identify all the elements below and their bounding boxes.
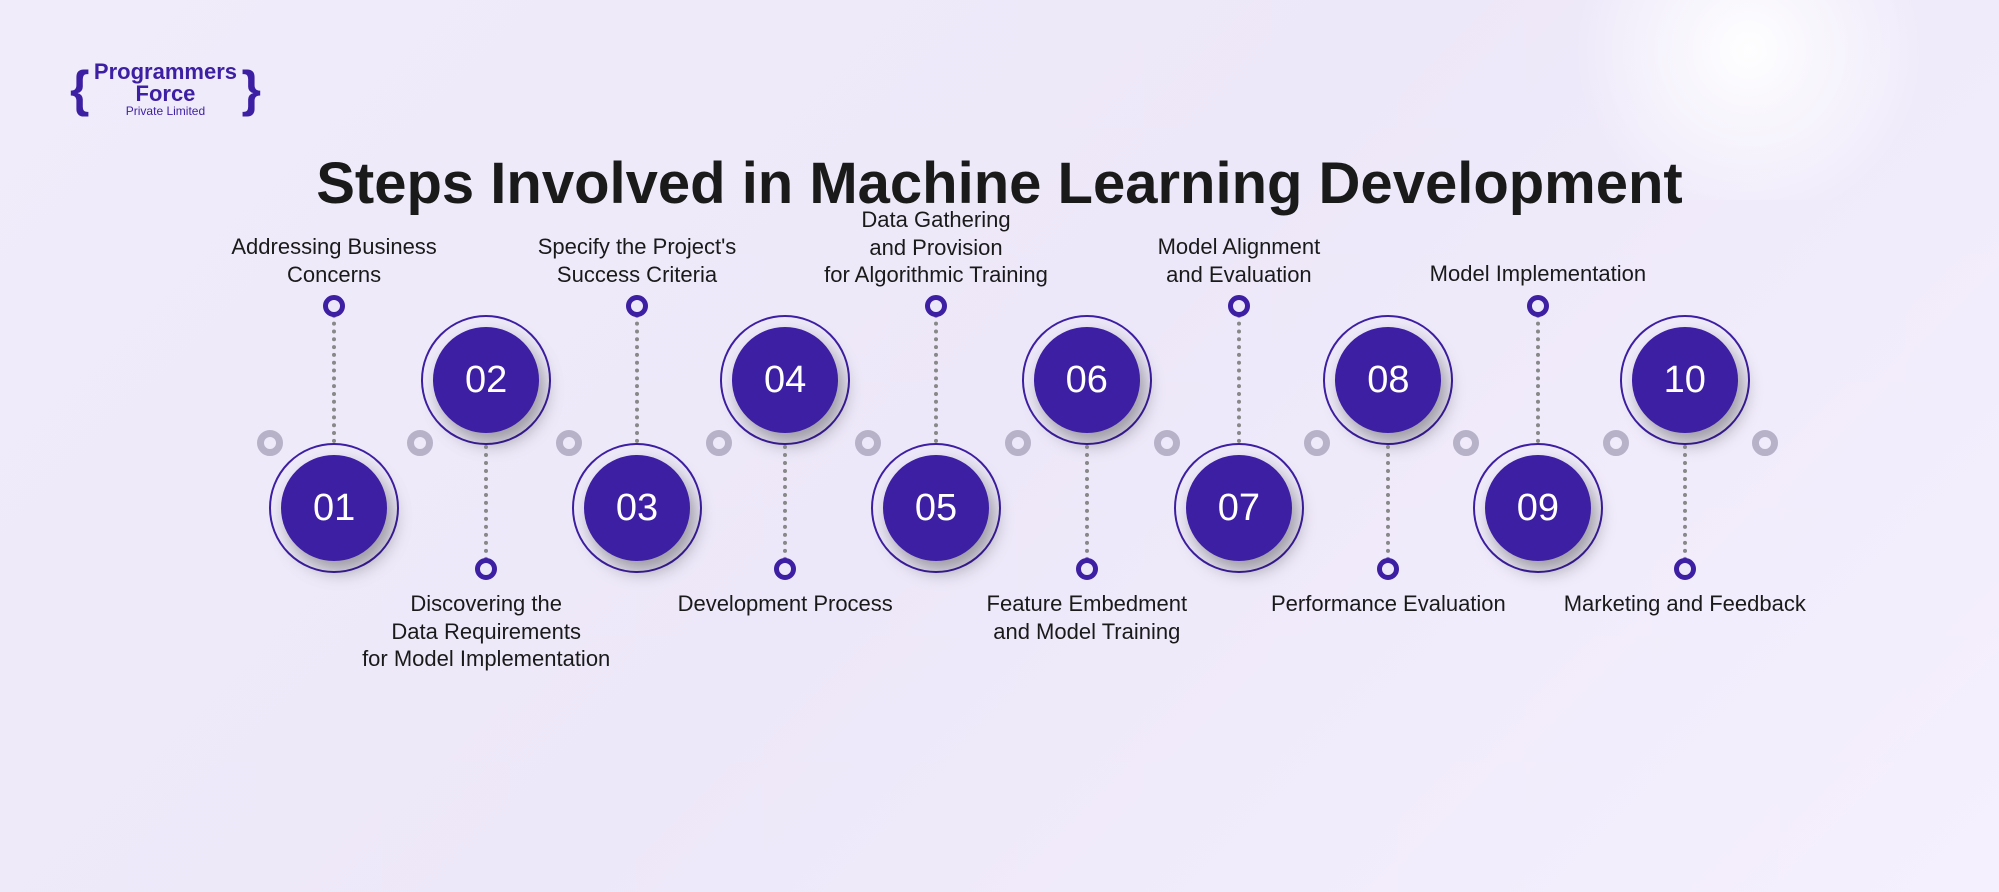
step-end-dot: [475, 558, 497, 580]
step-circle-inner: 09: [1485, 455, 1591, 561]
step-connector-line: [635, 306, 639, 443]
logo-text: Programmers Force Private Limited: [94, 61, 237, 117]
step-node: 07: [1174, 443, 1304, 573]
step-connector-line: [1683, 445, 1687, 569]
step-label: Model Implementation: [1388, 260, 1688, 288]
logo-brace-right: }: [241, 61, 260, 117]
step-node: 04: [720, 315, 850, 445]
step-circle-outer: 05: [871, 443, 1001, 573]
step-label: Discovering theData Requirementsfor Mode…: [336, 590, 636, 673]
step-end-dot: [323, 295, 345, 317]
logo-brace-left: {: [70, 61, 89, 117]
step-circle-outer: 01: [269, 443, 399, 573]
step-circle-inner: 08: [1335, 327, 1441, 433]
page-container: { Programmers Force Private Limited } St…: [0, 0, 1999, 892]
step-connector-line: [1536, 306, 1540, 443]
steps-diagram: 01Addressing BusinessConcerns02Discoveri…: [0, 280, 1999, 840]
logo: { Programmers Force Private Limited }: [70, 60, 261, 118]
step-end-dot: [1076, 558, 1098, 580]
step-label: Feature Embedmentand Model Training: [937, 590, 1237, 645]
step-node: 02: [421, 315, 551, 445]
step-circle-outer: 09: [1473, 443, 1603, 573]
step-connector-line: [934, 306, 938, 443]
step-circle-inner: 02: [433, 327, 539, 433]
step-circle-outer: 06: [1022, 315, 1152, 445]
step-node: 06: [1022, 315, 1152, 445]
step-label: Development Process: [635, 590, 935, 618]
step-circle-outer: 04: [720, 315, 850, 445]
step-circle-outer: 08: [1323, 315, 1453, 445]
step-label: Model Alignmentand Evaluation: [1089, 233, 1389, 288]
step-label: Marketing and Feedback: [1535, 590, 1835, 618]
step-label: Specify the Project'sSuccess Criteria: [487, 233, 787, 288]
step-connector-line: [484, 445, 488, 569]
step-circle-outer: 10: [1620, 315, 1750, 445]
step-circle-inner: 05: [883, 455, 989, 561]
logo-line1: Programmers: [94, 61, 237, 83]
step-circle-inner: 04: [732, 327, 838, 433]
step-circle-outer: 02: [421, 315, 551, 445]
step-node: 10: [1620, 315, 1750, 445]
step-label: Addressing BusinessConcerns: [184, 233, 484, 288]
step-node: 08: [1323, 315, 1453, 445]
step-end-dot: [1228, 295, 1250, 317]
step-label: Data Gatheringand Provisionfor Algorithm…: [786, 206, 1086, 289]
step-label: Performance Evaluation: [1238, 590, 1538, 618]
step-node: 01: [269, 443, 399, 573]
step-end-dot: [626, 295, 648, 317]
connector-ring: [1752, 430, 1778, 456]
step-connector-line: [332, 306, 336, 443]
step-connector-line: [1386, 445, 1390, 569]
step-circle-inner: 07: [1186, 455, 1292, 561]
step-node: 03: [572, 443, 702, 573]
step-end-dot: [925, 295, 947, 317]
logo-line3: Private Limited: [94, 105, 237, 117]
step-circle-outer: 03: [572, 443, 702, 573]
logo-line2: Force: [94, 83, 237, 105]
step-circle-inner: 03: [584, 455, 690, 561]
step-node: 05: [871, 443, 1001, 573]
step-node: 09: [1473, 443, 1603, 573]
step-connector-line: [1237, 306, 1241, 443]
step-end-dot: [1674, 558, 1696, 580]
step-end-dot: [1377, 558, 1399, 580]
step-connector-line: [1085, 445, 1089, 569]
step-circle-inner: 06: [1034, 327, 1140, 433]
step-end-dot: [1527, 295, 1549, 317]
step-circle-inner: 01: [281, 455, 387, 561]
step-circle-inner: 10: [1632, 327, 1738, 433]
step-end-dot: [774, 558, 796, 580]
step-connector-line: [783, 445, 787, 569]
step-circle-outer: 07: [1174, 443, 1304, 573]
